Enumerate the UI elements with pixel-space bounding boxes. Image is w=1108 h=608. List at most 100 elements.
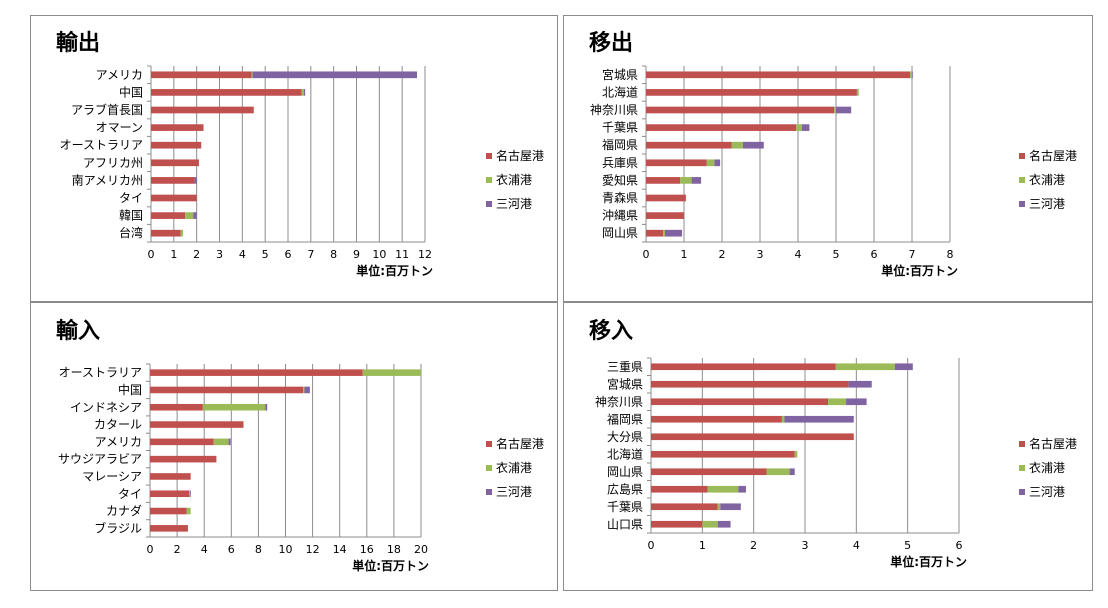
bar-segment xyxy=(784,415,854,423)
category-label: アラブ首長国 xyxy=(71,102,143,117)
legend-swatch xyxy=(1019,201,1025,207)
export-chart-panel: 輸出 アメリカ 中国 アラブ首長国 オマーン オーストラリア アフリカ州 南アメリカ州 タイ 韓国… xyxy=(30,15,558,302)
legend-label: 三河港 xyxy=(1029,485,1065,499)
legend-label: 名古屋港 xyxy=(496,148,544,163)
x-tick-label: 5 xyxy=(833,248,840,261)
bar-segment xyxy=(651,363,836,371)
category-label: 青森県 xyxy=(602,190,638,205)
legend-label: 衣浦港 xyxy=(1029,172,1065,187)
bar-segment xyxy=(362,369,421,376)
category-label: オーストラリア xyxy=(60,138,143,152)
category-label: 中国 xyxy=(118,382,142,397)
bar-segment xyxy=(303,386,305,394)
bar-segment xyxy=(301,89,304,96)
bar-segment xyxy=(646,124,797,131)
bar-segment xyxy=(910,71,912,79)
x-tick-label: 8 xyxy=(255,543,262,556)
legend-label: 衣浦港 xyxy=(496,172,532,187)
legend-swatch xyxy=(486,177,492,183)
bar-segment xyxy=(646,229,664,237)
legend-swatch xyxy=(486,489,492,495)
x-tick-label: 2 xyxy=(193,248,200,261)
bar-segment xyxy=(304,386,310,394)
bar-segment xyxy=(151,124,204,131)
bar-segment xyxy=(720,503,741,511)
bar-segment xyxy=(742,141,764,149)
bar-segment xyxy=(252,71,418,79)
bar-segment xyxy=(150,421,244,428)
legend-label: 三河港 xyxy=(496,485,532,499)
x-tick-label: 12 xyxy=(418,248,432,261)
bar-segment xyxy=(702,520,718,528)
x-tick-label: 3 xyxy=(216,248,223,261)
category-label: カナダ xyxy=(106,503,142,518)
x-tick-label: 3 xyxy=(802,539,809,552)
bar-segment xyxy=(150,438,214,446)
category-label: 岡山県 xyxy=(607,465,643,479)
chart-title: 輸入 xyxy=(56,318,100,344)
category-label: アメリカ xyxy=(96,68,143,82)
bar-segment xyxy=(186,507,191,515)
legend-label: 名古屋港 xyxy=(1029,436,1077,451)
bar-segment xyxy=(651,398,829,406)
category-label: オーストラリア xyxy=(59,366,142,380)
bar-segment xyxy=(151,159,199,167)
bar-segment xyxy=(303,89,306,96)
bar-segment xyxy=(150,473,191,480)
bar-segment xyxy=(251,71,253,79)
bar-segment xyxy=(151,141,202,149)
legend-swatch xyxy=(1019,153,1025,159)
bar-segment xyxy=(766,468,790,476)
category-label: ブラジル xyxy=(94,520,142,535)
chart-title: 移入 xyxy=(589,318,633,344)
category-label: 台湾 xyxy=(119,225,143,240)
bar-segment xyxy=(651,433,854,441)
bar-segment xyxy=(202,403,266,411)
x-tick-label: 9 xyxy=(353,248,360,261)
x-tick-label: 14 xyxy=(333,543,347,556)
bar-segment xyxy=(801,124,810,131)
bar-segment xyxy=(180,229,183,237)
x-tick-label: 3 xyxy=(757,248,764,261)
x-tick-label: 1 xyxy=(681,248,688,261)
bar-segment xyxy=(796,124,802,131)
bar-segment xyxy=(706,159,715,167)
category-label: 広島県 xyxy=(607,481,643,496)
x-tick-label: 8 xyxy=(330,248,337,261)
x-tick-label: 0 xyxy=(648,539,655,552)
category-label: 山口県 xyxy=(607,517,643,531)
bar-segment xyxy=(848,380,872,388)
legend-label: 名古屋港 xyxy=(1029,148,1077,163)
bar-segment xyxy=(646,159,707,167)
bar-segment xyxy=(228,438,231,446)
category-label: 中国 xyxy=(119,84,143,99)
x-tick-label: 8 xyxy=(947,248,954,261)
bar-segment xyxy=(894,363,913,371)
legend-swatch xyxy=(486,153,492,159)
bar-segment xyxy=(651,485,708,493)
category-label: 神奈川県 xyxy=(595,395,643,409)
bar-segment xyxy=(151,106,254,114)
legend-label: 衣浦港 xyxy=(496,460,532,475)
x-tick-label: 18 xyxy=(387,543,401,556)
bar-segment xyxy=(151,71,252,79)
bar-segment xyxy=(646,194,686,202)
bar-segment xyxy=(646,89,857,96)
bar-segment xyxy=(151,212,186,219)
bar-segment xyxy=(151,194,197,202)
category-label: 大分県 xyxy=(607,430,643,444)
x-tick-label: 6 xyxy=(228,543,235,556)
chart-title: 輸出 xyxy=(56,30,100,56)
bar-segment xyxy=(651,503,718,511)
x-tick-label: 4 xyxy=(239,248,246,261)
x-tick-label: 2 xyxy=(174,543,181,556)
bar-segment xyxy=(846,398,867,406)
bar-segment xyxy=(707,485,739,493)
bar-segment xyxy=(646,141,732,149)
bar-segment xyxy=(213,438,229,446)
unit-label: 単位:百万トン xyxy=(881,263,958,278)
x-tick-label: 2 xyxy=(719,248,726,261)
x-tick-label: 2 xyxy=(750,539,757,552)
legend-swatch xyxy=(1019,441,1025,447)
